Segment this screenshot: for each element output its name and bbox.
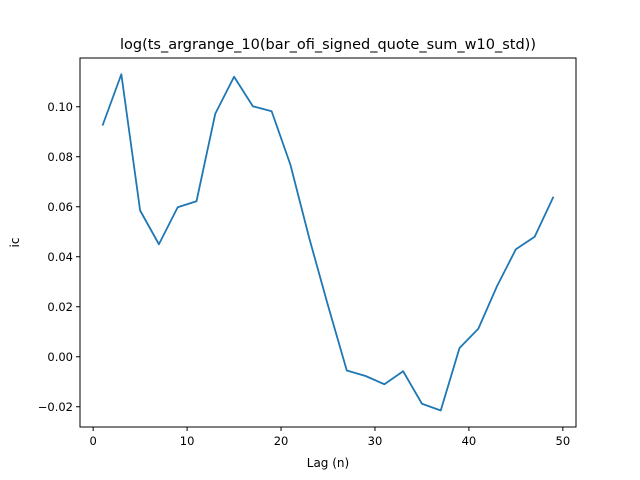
x-axis-ticks: 0 10 20 30 40 50 xyxy=(89,427,570,448)
series-layer xyxy=(101,73,555,412)
x-tick-label: 50 xyxy=(556,434,571,448)
y-tick-label: 0.08 xyxy=(47,150,73,164)
y-tick-label: −0.02 xyxy=(38,400,73,414)
series-line-0 xyxy=(101,73,555,412)
x-tick-label: 20 xyxy=(274,434,289,448)
x-tick-label: 10 xyxy=(180,434,195,448)
plot-frame xyxy=(79,57,577,428)
y-axis-label: ic xyxy=(8,238,22,248)
y-tick-label: 0.00 xyxy=(47,350,73,364)
y-tick-label: 0.02 xyxy=(47,300,73,314)
x-tick-label: 0 xyxy=(89,434,96,448)
y-tick-label: 0.10 xyxy=(47,100,73,114)
x-tick-label: 30 xyxy=(368,434,383,448)
x-tick-label: 40 xyxy=(462,434,477,448)
y-tick-label: 0.06 xyxy=(47,200,73,214)
y-axis-ticks: −0.02 0.00 0.02 0.04 0.06 0.08 0.10 xyxy=(38,100,80,414)
x-axis-label: Lag (n) xyxy=(307,456,349,470)
chart-title: log(ts_argrange_10(bar_ofi_signed_quote_… xyxy=(120,37,536,53)
y-tick-label: 0.04 xyxy=(47,250,73,264)
